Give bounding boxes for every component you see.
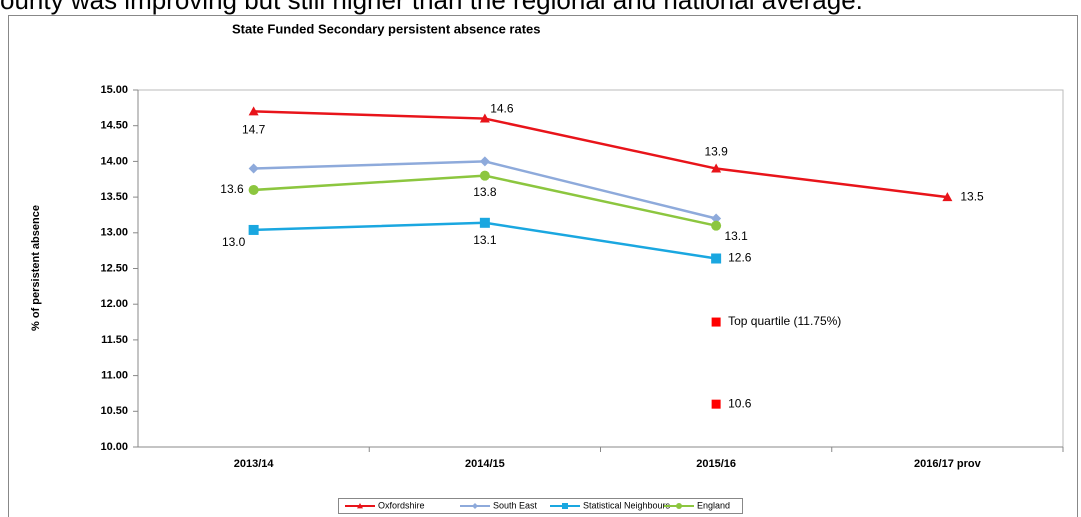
y-tick-label: 14.00 [100, 155, 128, 167]
y-tick-label: 15.00 [100, 84, 128, 96]
reference-point [711, 399, 721, 409]
point [479, 113, 490, 123]
data-label: 14.6 [490, 102, 514, 116]
legend-label: South East [493, 500, 538, 510]
x-tick-label: 2013/14 [234, 458, 275, 470]
point [248, 224, 259, 235]
legend-marker [676, 503, 682, 509]
y-tick-label: 10.50 [100, 405, 128, 417]
point [711, 213, 722, 224]
legend-label: Oxfordshire [378, 500, 425, 510]
x-tick-label: 2015/16 [696, 458, 736, 470]
reference-point [711, 317, 721, 327]
y-axis-label: % of persistent absence [30, 205, 42, 331]
data-label: 13.1 [473, 233, 497, 247]
y-tick-label: 11.00 [101, 370, 128, 382]
data-label: 13.0 [222, 235, 246, 249]
legend-label: Statistical Neighbours [583, 500, 671, 510]
y-tick-label: 13.00 [100, 227, 128, 239]
point [479, 156, 490, 167]
y-tick-label: 12.00 [100, 298, 128, 310]
reference-label: 10.6 [728, 396, 752, 410]
point [711, 163, 722, 173]
legend-marker [472, 503, 478, 509]
point [248, 163, 259, 174]
point [479, 217, 490, 228]
y-tick-label: 14.50 [100, 120, 128, 132]
data-label: 13.6 [220, 182, 244, 196]
chart-title: State Funded Secondary persistent absenc… [232, 21, 541, 36]
y-tick-label: 12.50 [100, 262, 128, 274]
point [479, 170, 490, 181]
point [942, 192, 953, 202]
y-tick-label: 11.50 [101, 334, 128, 346]
point [248, 106, 259, 116]
point [711, 253, 722, 264]
reference-label: Top quartile (11.75%) [728, 314, 841, 328]
data-label: 13.5 [960, 189, 984, 203]
x-tick-label: 2014/15 [465, 458, 505, 470]
data-label: 12.6 [728, 251, 752, 265]
data-label: 14.7 [242, 123, 266, 137]
point [248, 184, 259, 195]
series-line [253, 110, 948, 199]
legend-frame [338, 498, 743, 514]
point [711, 220, 722, 231]
y-tick-label: 10.00 [100, 441, 128, 453]
legend-marker [357, 503, 363, 509]
x-tick-label: 2016/17 prov [914, 458, 982, 470]
chart-frame [8, 15, 1078, 517]
data-label: 13.8 [473, 185, 497, 199]
y-tick-label: 13.50 [100, 191, 128, 203]
legend-marker [562, 503, 568, 509]
caption: ounty was improving but still higher tha… [0, 0, 863, 15]
legend-label: England [697, 500, 730, 510]
data-label: 13.9 [704, 145, 728, 159]
data-label: 13.1 [724, 229, 748, 243]
